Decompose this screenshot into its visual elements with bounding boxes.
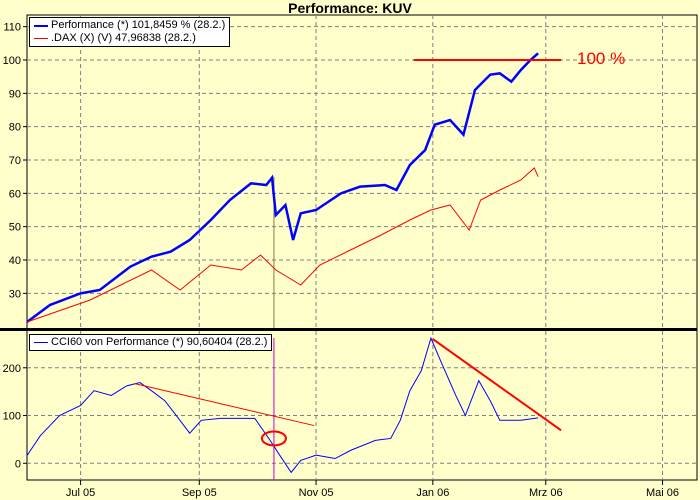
x-tick-label: Jan 06	[416, 487, 449, 499]
lower-legend: CCI60 von Performance (*) 90,60404 (28.2…	[29, 334, 273, 351]
x-tick-label: Jul 05	[66, 487, 95, 499]
legend-item-dax: .DAX (X) (V) 47,96838 (28.2.)	[34, 32, 225, 45]
upper-y-tick-label: 90	[9, 88, 21, 100]
legend-label-cci: CCI60 von Performance (*) 90,60404 (28.2…	[51, 336, 268, 348]
chart-title: Performance: KUV	[288, 0, 412, 16]
legend-label-performance: Performance (*) 101,8459 % (28.2.)	[51, 19, 226, 31]
upper-y-tick-label: 50	[9, 222, 21, 234]
trendline-2	[432, 338, 562, 432]
x-tick-label: Nov 05	[299, 487, 334, 499]
legend-swatch-performance	[34, 24, 48, 27]
lower-y-tick-label: 200	[3, 363, 21, 375]
legend-swatch-dax	[34, 38, 48, 39]
upper-y-tick-label: 30	[9, 288, 21, 300]
upper-legend: Performance (*) 101,8459 % (28.2.) .DAX …	[29, 17, 231, 47]
x-tick-label: Mai 06	[646, 487, 679, 499]
lower-y-tick-label: 100	[3, 411, 21, 423]
lower-series-line-0	[26, 336, 539, 474]
upper-series-line-0	[26, 52, 539, 324]
upper-series-line-1	[26, 167, 539, 323]
upper-y-tick-label: 100	[3, 55, 21, 67]
upper-y-tick-label: 40	[9, 255, 21, 267]
upper-y-tick-label: 80	[9, 122, 21, 134]
upper-y-tick-label: 70	[9, 155, 21, 167]
x-tick-label: Sep 05	[182, 487, 217, 499]
trendline-1	[134, 383, 315, 427]
circle-marker	[260, 430, 287, 447]
x-tick-label: Mrz 06	[529, 487, 563, 499]
legend-swatch-cci	[34, 342, 48, 343]
upper-y-tick-label: 110	[3, 22, 21, 34]
legend-label-dax: .DAX (X) (V) 47,96838 (28.2.)	[51, 32, 196, 44]
upper-y-tick-label: 60	[9, 188, 21, 200]
legend-item-cci: CCI60 von Performance (*) 90,60404 (28.2…	[34, 336, 267, 349]
plot-area	[26, 14, 698, 481]
legend-item-performance: Performance (*) 101,8459 % (28.2.)	[34, 19, 225, 32]
target-label: 100 %	[577, 49, 625, 68]
lower-y-tick-label: 0	[15, 458, 21, 470]
